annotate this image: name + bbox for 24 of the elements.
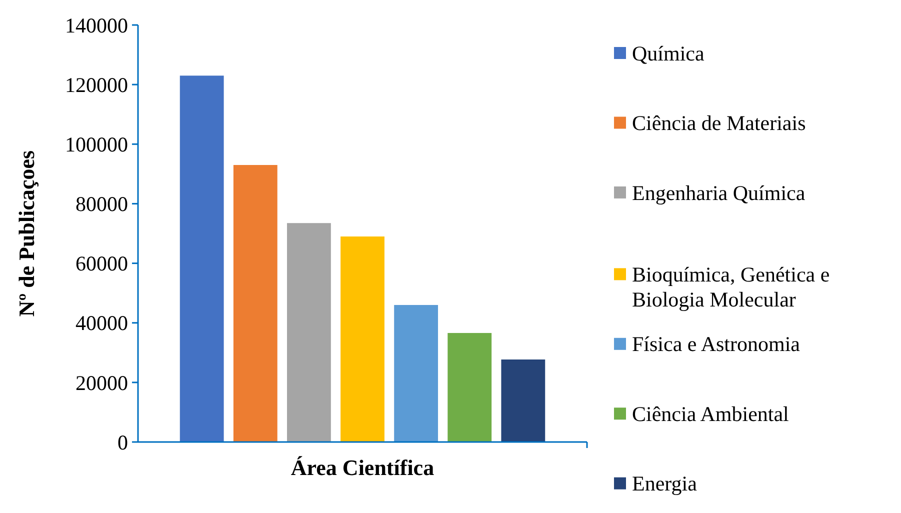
legend-label: Engenharia Química <box>632 180 806 205</box>
bar <box>501 359 546 442</box>
bar <box>394 304 438 442</box>
y-tick-label: 80000 <box>76 192 128 216</box>
bar <box>448 332 492 442</box>
bar <box>340 236 384 442</box>
bar <box>180 76 224 442</box>
y-tick-label: 140000 <box>65 13 128 38</box>
y-tick-label: 0 <box>118 430 128 454</box>
legend-label: Ciência de Materiais <box>632 111 806 136</box>
bar <box>233 164 278 442</box>
bar <box>286 223 331 442</box>
y-tick-label: 40000 <box>76 311 128 336</box>
legend-label: Química <box>632 41 705 66</box>
x-axis-title: Área Científica <box>290 455 434 480</box>
legend-label: Ciência Ambiental <box>632 402 790 426</box>
y-axis-title: Nº de Publicaçoes <box>14 150 39 317</box>
y-tick-label: 20000 <box>76 370 128 395</box>
legend-label: Energia <box>632 472 698 496</box>
y-tick-label: 60000 <box>76 252 128 276</box>
y-tick-label: 120000 <box>65 72 128 97</box>
legend-label: Bioquímica, Genética e Biologia Molecular <box>632 262 830 312</box>
legend-label: Física e Astronomia <box>632 332 801 356</box>
y-tick-label: 100000 <box>65 132 128 156</box>
